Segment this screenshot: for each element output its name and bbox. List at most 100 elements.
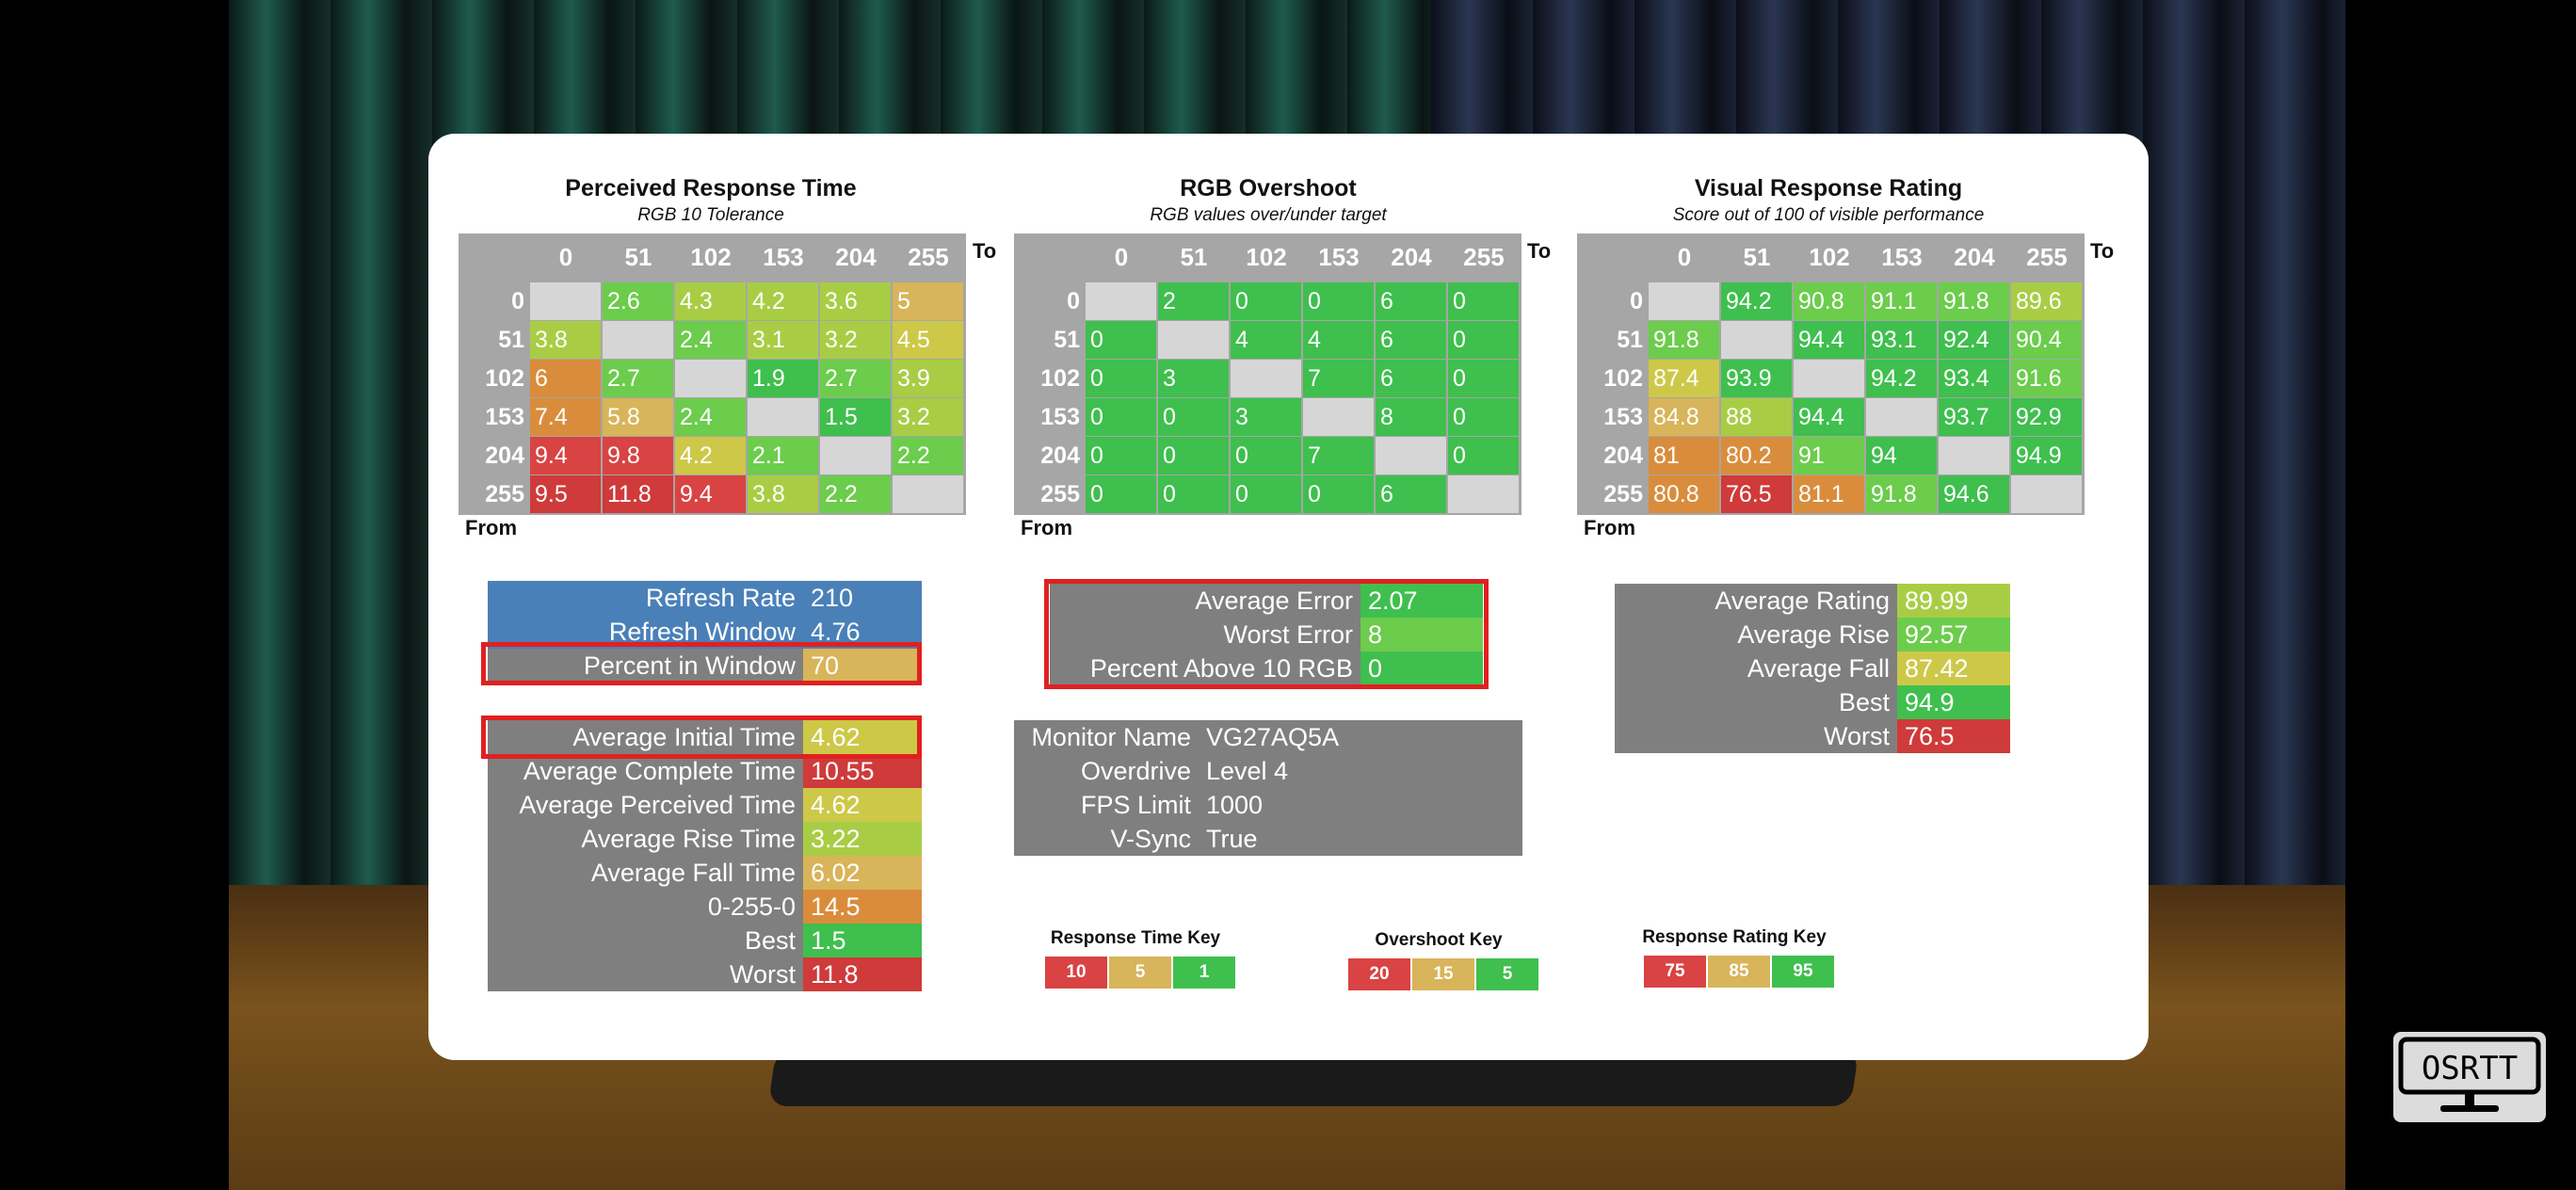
stat-label: Average Perceived Time (488, 788, 803, 822)
matrix-cell: 80.8 (1649, 475, 1719, 513)
matrix-cell: 0 (1086, 398, 1156, 436)
stat-row: Refresh Rate 210 (488, 581, 922, 615)
matrix-cell: 6 (530, 360, 601, 397)
matrix-cell: 9.4 (675, 475, 746, 513)
stat-value: 3.22 (803, 822, 922, 856)
stat-value: 1000 (1199, 788, 1522, 822)
stat-value: 0 (1360, 651, 1483, 685)
stat-label: Monitor Name (1014, 720, 1199, 754)
key-title: Response Time Key (1050, 928, 1221, 948)
stat-value: 70 (803, 649, 922, 683)
matrix-cell: 5.8 (603, 398, 673, 436)
response-time-matrix: 0 51 102 153 204 255 0 2.6 4.3 4.2 3.6 5 51 3.8 2.4 3.1… (459, 233, 966, 515)
osrtt-logo: OSRTT (2393, 1032, 2546, 1122)
row-header: 0 (1630, 288, 1643, 314)
matrix-cell: 0 (1086, 475, 1156, 513)
logo-text: OSRTT (2422, 1050, 2518, 1087)
stat-value: 11.8 (803, 957, 922, 991)
key-swatch: 85 (1708, 956, 1770, 988)
rating-subtitle: Score out of 100 of visible performance (1672, 205, 1985, 225)
matrix-cell: 9.8 (603, 437, 673, 474)
matrix-cell: 94.9 (2011, 437, 2082, 474)
rating-matrix: 0 51 102 153 204 255 0 94.2 90.8 91.1 91.8 89.6 51 91… (1577, 233, 2085, 515)
matrix-cell: 3 (1158, 360, 1229, 397)
stat-row: Overdrive Level 4 (1014, 754, 1522, 788)
matrix-cell: 92.4 (1939, 321, 2009, 359)
matrix-cell: 91.1 (1866, 282, 1937, 320)
column-header: 255 (908, 243, 949, 271)
stat-row: Average Complete Time 10.55 (488, 754, 922, 788)
stat-row: Percent Above 10 RGB 0 (1050, 651, 1483, 685)
column-header: 0 (558, 243, 573, 271)
row-header: 51 (1054, 327, 1080, 353)
stat-value: 87.42 (1897, 651, 2010, 685)
matrix-cell: 4.2 (748, 282, 818, 320)
row-header: 102 (1603, 365, 1643, 392)
stat-label: Worst (488, 957, 803, 991)
matrix-cell: 4.5 (893, 321, 963, 359)
stat-label: Average Fall Time (488, 856, 803, 890)
matrix-cell: 9.5 (530, 475, 601, 513)
column-header: 153 (763, 243, 804, 271)
matrix-cell: 0 (1448, 360, 1519, 397)
matrix-cell (1448, 475, 1519, 513)
monitor-icon: OSRTT (2398, 1037, 2541, 1112)
matrix-cell: 91.6 (2011, 360, 2082, 397)
highlight-box (481, 642, 922, 685)
key-swatch: 15 (1412, 958, 1474, 990)
stat-row: Average Rise 92.57 (1615, 618, 2010, 651)
matrix-cell (1721, 321, 1792, 359)
matrix-cell: 80.2 (1721, 437, 1792, 474)
stat-value: 6.02 (803, 856, 922, 890)
column-header: 153 (1881, 243, 1923, 271)
matrix-cell (1649, 282, 1719, 320)
matrix-cell: 93.4 (1939, 360, 2009, 397)
matrix-cell: 0 (1303, 282, 1374, 320)
stat-value: 76.5 (1897, 719, 2010, 753)
stat-value: 210 (803, 581, 922, 615)
matrix-cell: 94.2 (1721, 282, 1792, 320)
matrix-cell (1231, 360, 1301, 397)
matrix-cell: 3.8 (748, 475, 818, 513)
stat-value: True (1199, 822, 1522, 856)
overshoot-subtitle: RGB values over/under target (1150, 205, 1387, 225)
stat-row: Average Rating 89.99 (1615, 584, 2010, 618)
key-swatch: 95 (1772, 956, 1834, 988)
key-title: Overshoot Key (1375, 930, 1503, 950)
matrix-cell: 0 (1158, 475, 1229, 513)
matrix-cell: 0 (1086, 360, 1156, 397)
column-header: 51 (624, 243, 652, 271)
column-header: 0 (1114, 243, 1129, 271)
highlight-box (481, 716, 922, 759)
stat-value: 2.07 (1360, 584, 1483, 618)
overshoot-matrix: 0 51 102 153 204 255 0 2 0 0 6 0 51 0 4 4 6 0 102 0 3 7 6 0 153 0… (1014, 233, 1521, 515)
row-header: 153 (1040, 404, 1080, 430)
stat-label: Worst Error (1050, 618, 1360, 651)
matrix-cell: 4 (1231, 321, 1301, 359)
matrix-cell: 3.1 (748, 321, 818, 359)
column-header: 204 (835, 243, 877, 271)
matrix-cell: 93.7 (1939, 398, 2009, 436)
row-header: 153 (1603, 404, 1643, 430)
matrix-cell: 2.1 (748, 437, 818, 474)
stat-row: Average Rise Time 3.22 (488, 822, 922, 856)
stat-row: FPS Limit 1000 (1014, 788, 1522, 822)
matrix-cell (1866, 398, 1937, 436)
key-swatch: 75 (1644, 956, 1706, 988)
stat-label: 0-255-0 (488, 890, 803, 924)
matrix-cell: 5 (893, 282, 963, 320)
row-header: 51 (498, 327, 524, 353)
matrix-cell (603, 321, 673, 359)
matrix-cell: 6 (1376, 282, 1446, 320)
stat-value: 1.5 (803, 924, 922, 957)
column-header: 102 (1246, 243, 1287, 271)
column-header: 51 (1180, 243, 1208, 271)
matrix-cell: 94.4 (1794, 398, 1864, 436)
stat-value: Level 4 (1199, 754, 1522, 788)
stat-row: Percent in Window 70 (488, 649, 922, 683)
row-header: 102 (1040, 365, 1080, 392)
column-header: 204 (1391, 243, 1432, 271)
column-header: 255 (2026, 243, 2068, 271)
matrix-cell (1303, 398, 1374, 436)
matrix-cell (1939, 437, 2009, 474)
